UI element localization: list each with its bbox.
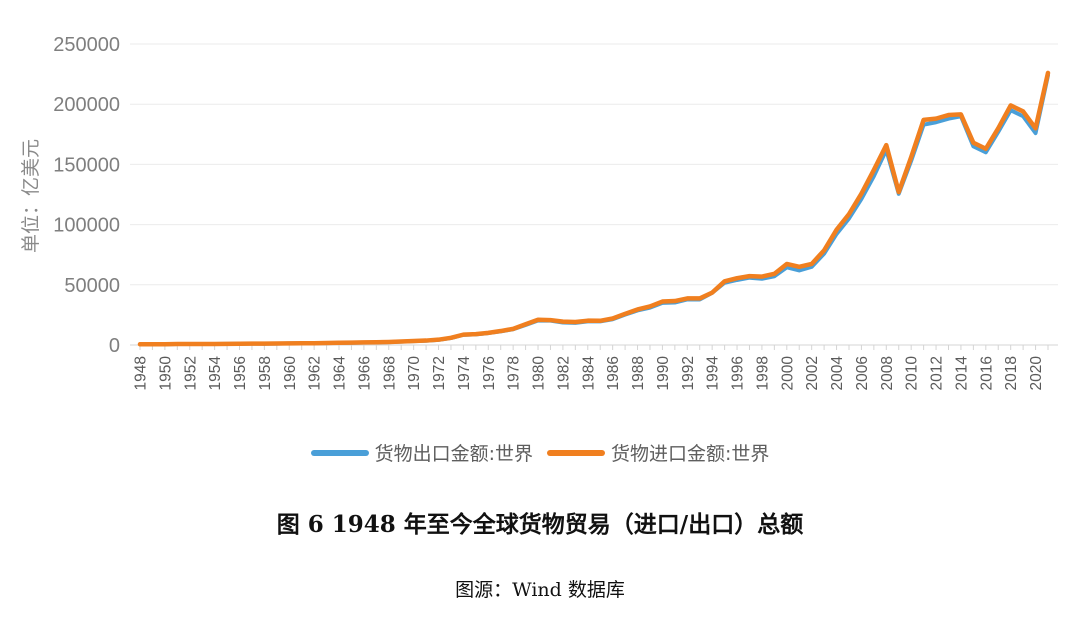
x-tick-label: 1974 <box>456 356 473 391</box>
x-tick-label: 1972 <box>431 356 448 390</box>
series-line-import <box>137 70 1051 347</box>
x-tick-label: 1952 <box>182 356 199 390</box>
x-axis-ticks: 1948 1950 1952 1954 1956 1958 1960 1962 1964 1966… <box>133 356 1046 391</box>
x-tick-label: 1966 <box>356 356 373 390</box>
y-tick-label: 150000 <box>53 154 120 176</box>
x-tick-label: 1988 <box>630 356 647 390</box>
source-label: 图源 <box>455 579 494 601</box>
x-tick-label: 2010 <box>904 356 921 391</box>
legend: 货物出口金额:世界 货物进口金额:世界 <box>0 439 1080 466</box>
legend-swatch <box>547 449 605 456</box>
y-tick-label: 250000 <box>53 34 120 56</box>
x-tick-label: 1984 <box>580 356 597 391</box>
x-tick-label: 1978 <box>506 356 523 390</box>
y-tick-label: 0 <box>109 335 120 357</box>
y-tick-label: 50000 <box>64 275 120 297</box>
x-tick-label: 1968 <box>381 356 398 390</box>
x-tick-label: 1956 <box>232 356 249 390</box>
legend-item-export: 货物出口金额:世界 <box>310 439 533 466</box>
x-tick-label: 2006 <box>854 356 871 390</box>
x-tick-label: 1998 <box>754 356 771 390</box>
x-tick-label: 1976 <box>481 356 498 390</box>
x-tick-label: 1960 <box>282 356 299 391</box>
x-tick-label: 2014 <box>953 356 970 391</box>
x-tick-label: 2002 <box>804 356 821 390</box>
series-lines <box>137 70 1051 347</box>
x-tick-label: 1970 <box>406 356 423 391</box>
source-text: Wind 数据库 <box>512 579 625 601</box>
y-tick-label: 200000 <box>53 94 120 116</box>
x-tick-label: 1996 <box>730 356 747 390</box>
x-tick-label: 1948 <box>133 356 150 390</box>
x-tick-label: 1954 <box>207 356 224 391</box>
figure-source: 图源：Wind 数据库 <box>0 575 1080 602</box>
legend-swatch <box>310 449 369 456</box>
x-tick-label: 2008 <box>879 356 896 390</box>
y-axis-ticks: 250000 200000 150000 100000 50000 0 <box>53 34 120 357</box>
x-tick-label: 1980 <box>531 356 548 391</box>
x-tick-label: 1962 <box>307 356 324 390</box>
x-tick-label: 2000 <box>779 356 796 391</box>
x-tick-label: 2018 <box>1003 356 1020 390</box>
x-tick-label: 2016 <box>978 356 995 390</box>
figure-caption: 图 6 1948 年至今全球货物贸易（进口/出口）总额 <box>276 511 804 538</box>
gridlines <box>130 43 1058 286</box>
y-axis-label: 单位：亿美元 <box>20 139 42 253</box>
x-tick-label: 1992 <box>680 356 697 390</box>
legend-item-import: 货物进口金额:世界 <box>547 439 769 466</box>
x-tick-label: 1990 <box>655 356 672 391</box>
legend-label: 货物出口金额:世界 <box>374 443 533 465</box>
x-tick-label: 2012 <box>929 356 946 390</box>
source-separator: ： <box>493 579 513 601</box>
series-line-export <box>138 73 1050 347</box>
x-tick-label: 2004 <box>829 356 846 391</box>
x-tick-label: 1958 <box>257 356 274 390</box>
legend-label: 货物进口金额:世界 <box>611 443 770 465</box>
y-tick-label: 100000 <box>53 215 120 237</box>
x-tick-label: 1982 <box>555 356 572 390</box>
x-tick-label: 1950 <box>157 356 174 391</box>
x-tick-label: 2020 <box>1028 356 1045 391</box>
x-tick-label: 1986 <box>605 356 622 390</box>
x-tick-label: 1964 <box>332 356 349 391</box>
x-tick-label: 1994 <box>705 356 722 391</box>
